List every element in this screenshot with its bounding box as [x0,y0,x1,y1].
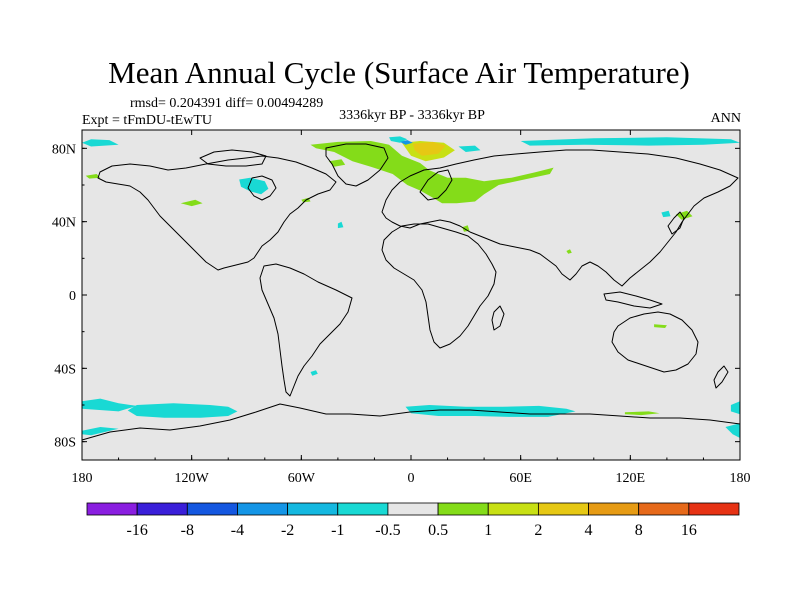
x-tick-label: 60E [509,471,532,486]
x-tick-label: 0 [408,471,415,486]
period-label: 3336kyr BP - 3336kyr BP [339,108,485,123]
colorbar-label: -2 [281,522,294,539]
colorbar-label: 1 [484,522,492,539]
x-tick-label: 60W [288,471,316,486]
anomaly-region-greenland-sea-cyan [389,136,408,143]
colorbar-label: 0.5 [428,522,448,539]
coastline-eurasia [381,149,739,287]
season-label: ANN [711,111,741,126]
coastline-indonesia [603,291,663,309]
y-tick-label: 40N [52,216,76,231]
coastline-scandinavia [419,169,453,201]
colorbar-label: 2 [534,522,542,539]
anomaly-region-antarctic-green [624,411,660,416]
colorbar-swatch [588,502,640,516]
anomaly-region-southern-ocean-south-pacific [82,427,119,436]
colorbar-swatch [387,502,439,516]
x-tick-label: 120W [175,471,210,486]
coastline-madagascar [491,305,505,331]
colorbar-swatch [186,502,238,516]
anomaly-region-east-asia-cyan [661,210,671,218]
anomaly-region-barents-orange [412,141,446,156]
anomaly-region-alaska-spot [85,174,101,179]
coastline-new-zealand [713,365,729,389]
y-tick-label: 80S [54,436,76,451]
colorbar-label: 4 [585,522,593,539]
x-tick-label: 120E [616,471,646,486]
anomaly-region-mediterranean-cyan [337,221,344,229]
colorbar-swatch [638,502,690,516]
anomaly-region-greenland-sea-blue [400,140,413,145]
colorbar-swatch [337,502,389,516]
coastlines [81,143,741,441]
colorbar-label: -16 [126,522,147,539]
coastline-africa [381,223,497,349]
anomaly-region-arctic-ocean-west [82,139,119,147]
x-tick-label: 180 [730,471,751,486]
coastline-north-america [97,155,337,271]
colorbar-swatch [688,502,740,516]
colorbar-swatch [537,502,589,516]
anomaly-region-arctic-ocean-east [520,137,740,146]
x-tick-label: 180 [72,471,93,486]
coastline-japan [667,211,685,235]
colorbar-swatch [136,502,188,516]
x-axis: 180 120W 60W 0 60E 120E 180 [72,130,751,486]
anomaly-region-north-atlantic-green [310,141,554,204]
colorbar-label: -1 [331,522,344,539]
y-tick-label: 80N [52,142,76,157]
coastline-australia [611,311,699,373]
anomaly-region-hudson-bay [239,177,269,195]
anomaly-region-australia-spot [654,324,667,328]
colorbar-label: 8 [635,522,643,539]
colorbar-label: 16 [681,522,697,539]
colorbar-label: -4 [231,522,244,539]
coastline-hudson-bay [247,175,277,201]
colorbar: -16 -8 -4 -2 -1 -0.5 0.5 1 2 4 8 16 [86,502,740,539]
anomaly-region-southern-ocean-east [730,401,740,415]
anomaly-region-canada-spot-1 [180,199,203,207]
y-tick-label: 40S [54,362,76,377]
y-axis: 80N 40N 0 40S 80S [52,142,740,451]
coastline-arctic-islands [199,149,267,167]
anomaly-region-india-spot [566,249,572,254]
anomaly-region-southern-ocean-pacific [127,403,238,418]
anomaly-region-barents-cyan [458,145,481,152]
stats-label: rmsd= 0.204391 diff= 0.00494289 [130,96,323,111]
colorbar-label: -0.5 [375,522,400,539]
colorbar-swatch [487,502,539,516]
anomaly-region-south-atlantic-spot [310,370,318,376]
experiment-label: Expt = tFmDU-tEwTU [82,113,212,128]
colorbar-label: -8 [181,522,194,539]
colorbar-swatch [437,502,489,516]
colorbar-swatch [237,502,289,516]
anomaly-region-southern-ocean-west [82,398,137,412]
colorbar-swatch [86,502,138,516]
colorbar-swatch [287,502,339,516]
coastline-antarctica [81,403,741,441]
y-tick-label: 0 [69,289,76,304]
map-plot: 180 120W 60W 0 60E 120E 180 80N 40N 0 40S 80S [52,129,751,486]
chart-title: Mean Annual Cycle (Surface Air Temperatu… [108,55,690,90]
coastline-south-america [259,263,353,397]
coastline-greenland [325,143,389,187]
anomaly-region-southern-ocean-east-2 [725,423,740,438]
